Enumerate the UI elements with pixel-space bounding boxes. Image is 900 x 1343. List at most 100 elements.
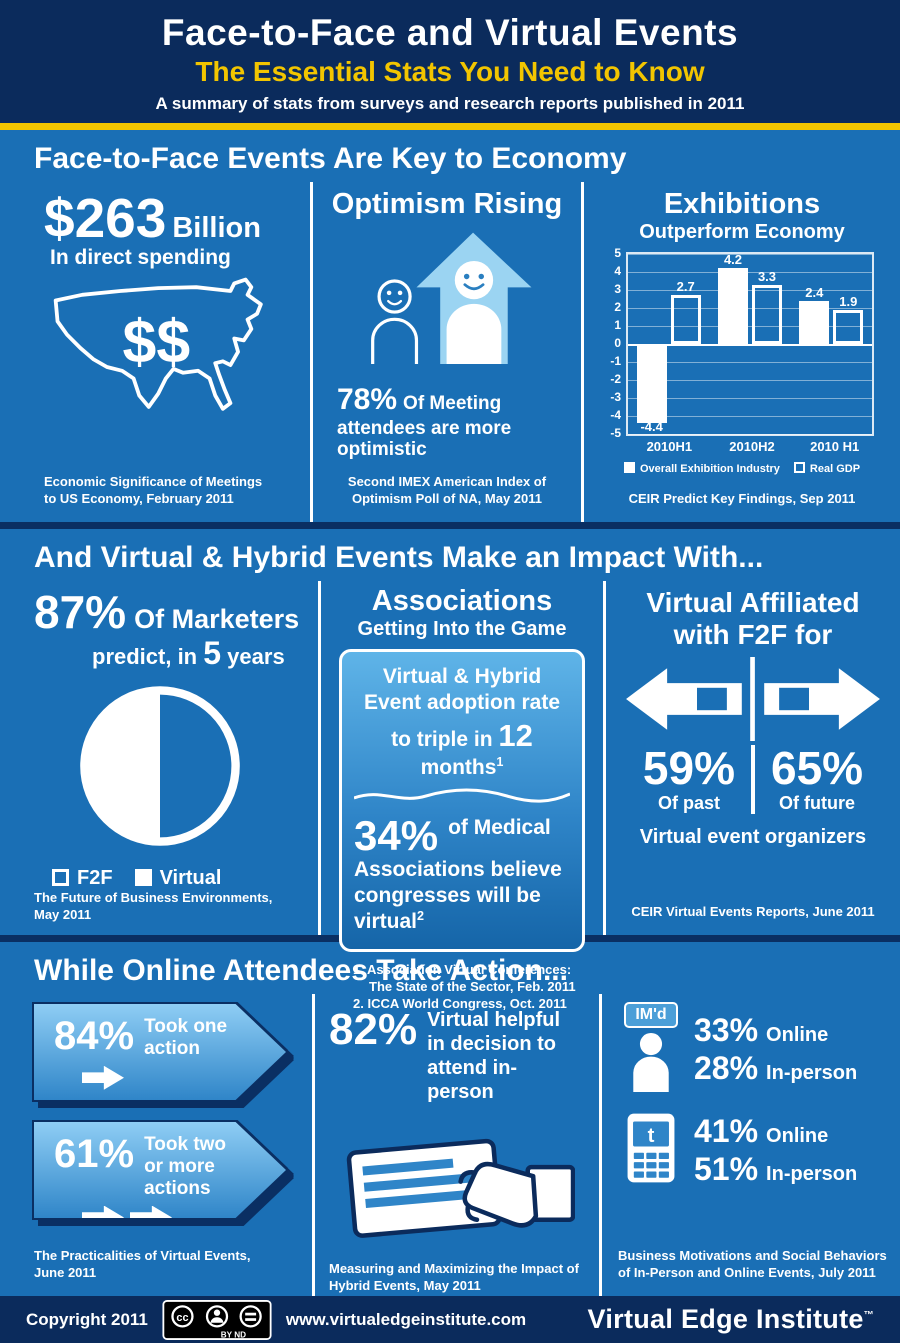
past-future-arrows-icon bbox=[626, 657, 880, 742]
arrow-icon bbox=[82, 1065, 124, 1090]
arrow-icon bbox=[130, 1205, 172, 1218]
affiliated-caption: Virtual event organizers bbox=[639, 826, 867, 849]
imd-badge: IM'd bbox=[624, 1002, 678, 1028]
virtual-swatch bbox=[134, 869, 152, 886]
affiliated-title: Virtual Affiliated with F2F for bbox=[616, 587, 890, 651]
decision-label: Virtual helpful in decision to attend in… bbox=[427, 1009, 561, 1103]
future-label: Of future bbox=[779, 793, 856, 814]
section-economy: Face-to-Face Events Are Key to Economy $… bbox=[0, 130, 900, 522]
im-online-pct: 33% bbox=[694, 1011, 759, 1048]
exhibitions-subtitle: Outperform Economy bbox=[639, 221, 845, 243]
economy-heading: Face-to-Face Events Are Key to Economy bbox=[34, 142, 627, 175]
svg-text:cc: cc bbox=[176, 1311, 188, 1323]
footnote-1: 1. Association Virtual Conferences: The … bbox=[353, 962, 576, 995]
tweet-stats: t 41% Online 51% In-person bbox=[618, 1111, 888, 1190]
associations-subtitle: Getting Into the Game bbox=[357, 618, 567, 640]
predict-post: years bbox=[227, 644, 285, 669]
two-actions-box: 61% Took two or more actions bbox=[34, 1122, 286, 1218]
bar-chart-plot: -4.4 2.7 4.2 3.3 2.4 1.9 bbox=[626, 252, 874, 436]
spending-stat: $263 Billion bbox=[44, 186, 310, 250]
actions-panel: 84% Took one action 61% Took two or more… bbox=[0, 994, 312, 1296]
two-actions-pct: 61% bbox=[54, 1132, 135, 1176]
marketers-panel: 87% Of Marketers predict, in 5 years F2F … bbox=[0, 581, 318, 935]
page-title: Face-to-Face and Virtual Events bbox=[161, 12, 739, 53]
legend-solid-swatch bbox=[623, 462, 635, 473]
affiliated-stats: 59% Of past 65% Of future bbox=[616, 742, 890, 815]
medical-stat: 34% of Medical Associations believe cong… bbox=[354, 814, 570, 936]
wave-divider bbox=[353, 788, 571, 803]
spending-caption: In direct spending bbox=[50, 246, 231, 269]
phone-letter: t bbox=[648, 1125, 655, 1147]
handshake-icon bbox=[346, 1138, 576, 1238]
one-action-pct: 84% bbox=[54, 1014, 135, 1058]
pie-legend: F2F Virtual bbox=[52, 867, 318, 890]
one-action-box: 84% Took one action bbox=[34, 1004, 286, 1100]
future-pct: 65% bbox=[771, 742, 864, 795]
decision-pct: 82% bbox=[329, 1005, 418, 1054]
website-url[interactable]: www.virtualedgeinstitute.com bbox=[285, 1309, 527, 1329]
affiliated-source: CEIR Virtual Events Reports, June 2011 bbox=[631, 904, 875, 920]
decision-source: Measuring and Maximizing the Impact of H… bbox=[329, 1261, 579, 1293]
trademark-symbol: ™ bbox=[863, 1310, 874, 1321]
marketers-source: The Future of Business Environments, May… bbox=[34, 890, 273, 922]
future-stat: 65% Of future bbox=[755, 745, 879, 814]
brand-name: Virtual Edge Institute™ bbox=[588, 1304, 874, 1335]
optimism-text: Of Meeting attendees are more optimistic bbox=[337, 393, 512, 461]
decision-panel: 82% Virtual helpful in decision to atten… bbox=[312, 994, 602, 1296]
legend-exhibition-label: Overall Exhibition Industry bbox=[639, 463, 780, 475]
person-icon bbox=[633, 1032, 669, 1092]
header: Face-to-Face and Virtual Events The Esse… bbox=[0, 0, 900, 123]
arrow-icon bbox=[82, 1205, 124, 1218]
bar-real-gdp-2010h1 bbox=[670, 295, 701, 344]
im-online-stat: 33% Online bbox=[694, 1011, 888, 1048]
tweet-person-pct: 51% bbox=[694, 1151, 759, 1188]
optimism-panel: Optimism Rising 78% Of Meeting attendees … bbox=[310, 182, 584, 522]
legend-gdp: Real GDP bbox=[793, 462, 861, 475]
adoption-post: months bbox=[420, 756, 497, 780]
marketers-label: Of Marketers bbox=[134, 604, 300, 634]
spending-panel: $263 Billion In direct spending $$ Econom… bbox=[0, 182, 310, 522]
exhibitions-source: CEIR Predict Key Findings, Sep 2011 bbox=[628, 491, 856, 507]
tweet-person-stat: 51% In-person bbox=[694, 1152, 888, 1187]
im-person-stat: 28% In-person bbox=[694, 1050, 888, 1086]
spending-unit: Billion bbox=[172, 212, 261, 244]
footer: Copyright 2011 cc BY ND www.virtualedgei… bbox=[0, 1296, 900, 1343]
bar-overall-exhibition-industry-2010h1 bbox=[636, 344, 667, 424]
f2f-label: F2F bbox=[77, 867, 113, 889]
decision-stat: 82% Virtual helpful in decision to atten… bbox=[329, 1008, 585, 1104]
bar-chart-categories: 2010H1 2010H2 2010 H1 bbox=[628, 439, 876, 454]
adoption-stat: Virtual & Hybrid Event adoption rate to … bbox=[354, 664, 570, 782]
category-label: 2010H1 bbox=[646, 439, 693, 454]
marketers-predict: predict, in 5 years bbox=[92, 635, 318, 672]
exhibitions-bar-chart: 5 4 3 2 1 0 -1 -2 -3 -4 -5 -4.4 2.7 4.2 3.3 2.4 1.9 201… bbox=[596, 246, 888, 475]
one-action-label: Took one action bbox=[144, 1016, 228, 1059]
legend-gdp-label: Real GDP bbox=[809, 463, 861, 475]
optimism-title: Optimism Rising bbox=[331, 188, 563, 220]
bar-overall-exhibition-industry-2010-h1 bbox=[799, 300, 830, 344]
pie-legend-virtual: Virtual bbox=[134, 867, 222, 890]
two-actions-label: Took two or more actions bbox=[144, 1134, 227, 1199]
past-pct: 59% bbox=[642, 742, 735, 795]
social-source: Business Motivations and Social Behavior… bbox=[618, 1248, 887, 1281]
adoption-num: 12 bbox=[498, 717, 533, 753]
marketers-stat: 87% Of Marketers bbox=[34, 585, 318, 639]
creative-commons-badge[interactable]: cc BY ND bbox=[162, 1299, 272, 1340]
impact-heading: And Virtual & Hybrid Events Make an Impa… bbox=[34, 541, 764, 574]
adoption-pre: Virtual & Hybrid Event adoption rate to … bbox=[363, 665, 561, 751]
tweet-online-stat: 41% Online bbox=[694, 1113, 888, 1149]
virtual-label: Virtual bbox=[159, 867, 222, 889]
bar-real-gdp-2010-h1 bbox=[833, 309, 864, 344]
social-panel: IM'd 33% Online 28% In-person bbox=[602, 994, 900, 1296]
spending-amount: $263 bbox=[44, 187, 167, 249]
past-label: Of past bbox=[657, 793, 720, 814]
spending-source: Economic Significance of Meetings to US … bbox=[44, 474, 263, 507]
tweet-online-pct: 41% bbox=[694, 1113, 759, 1149]
bar-chart-legend: Overall Exhibition Industry Real GDP bbox=[596, 462, 888, 475]
affiliated-panel: Virtual Affiliated with F2F for 59% Of p… bbox=[606, 581, 900, 935]
page-tagline: A summary of stats from surveys and rese… bbox=[155, 94, 745, 113]
section-divider bbox=[0, 522, 900, 529]
im-person-label: In-person bbox=[766, 1062, 858, 1084]
page-subtitle: The Essential Stats You Need to Know bbox=[195, 56, 705, 87]
stats-divider bbox=[751, 745, 755, 815]
